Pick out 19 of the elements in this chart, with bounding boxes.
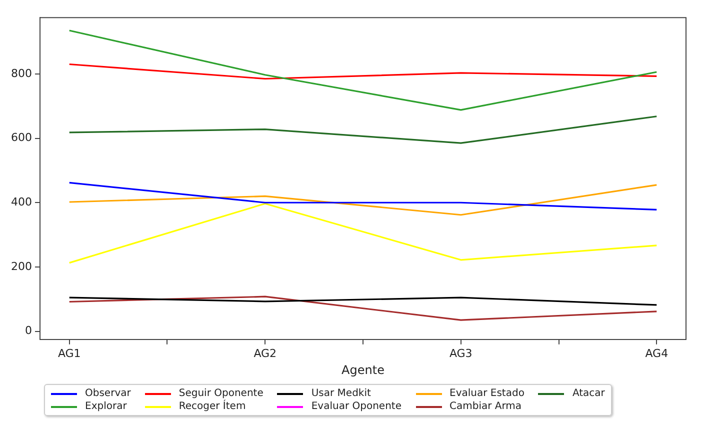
legend-label: Seguir Oponente bbox=[178, 388, 264, 399]
legend-label: Cambiar Arma bbox=[450, 401, 522, 412]
legend-label: Observar bbox=[85, 388, 131, 399]
x-tick-label: AG4 bbox=[645, 346, 668, 360]
y-tick-label: 200 bbox=[10, 260, 32, 273]
x-axis-title: Agente bbox=[342, 362, 384, 377]
legend-label: Evaluar Estado bbox=[450, 388, 524, 399]
y-tick-label: 800 bbox=[10, 66, 32, 80]
x-tick-label: AG3 bbox=[449, 346, 472, 360]
x-tick-label: AG2 bbox=[254, 346, 277, 360]
y-tick-label: 0 bbox=[24, 324, 32, 338]
legend-label: Evaluar Oponente bbox=[311, 401, 402, 412]
x-tick-label: AG1 bbox=[58, 346, 81, 360]
legend-label: Usar Medkit bbox=[311, 388, 371, 399]
legend-label: Recoger Ítem bbox=[178, 401, 246, 412]
y-tick-label: 600 bbox=[10, 131, 32, 144]
y-tick-label: 400 bbox=[10, 195, 32, 208]
legend-label: Atacar bbox=[572, 388, 605, 399]
legend-label: Explorar bbox=[85, 401, 127, 412]
